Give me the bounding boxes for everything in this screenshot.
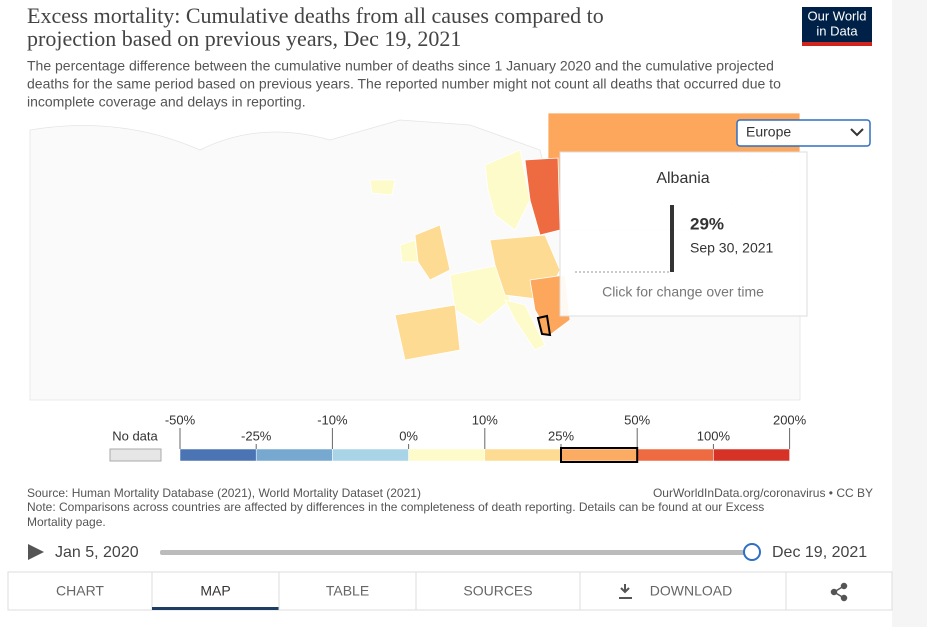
tab[interactable]: MAP [200,583,230,599]
subtitle: incomplete coverage and delays in report… [27,94,306,110]
legend-label: -25% [241,428,272,443]
no-data-swatch [109,448,162,462]
region-select-text[interactable]: Europe [746,124,791,140]
legend-label: 50% [624,412,650,427]
no-data-label: No data [112,428,158,443]
chevron [850,128,864,137]
tab-bar [7,571,893,611]
note: Note: Comparisons across countries are a… [27,500,764,514]
timeline-start: Jan 5, 2020 [55,544,139,561]
legend-bin [408,448,486,462]
subtitle: The percentage difference between the cu… [27,58,774,74]
legend-label: 10% [472,412,498,427]
download-icon [619,584,632,599]
tab[interactable]: TABLE [326,583,369,599]
legend-bin [255,448,333,462]
title: projection based on previous years, Dec … [27,26,461,51]
legend-bin [713,448,790,462]
license: OurWorldInData.org/coronavirus • CC BY [653,486,873,500]
italy [504,299,546,351]
timeline-end: Dec 19, 2021 [772,544,867,561]
legend-label: 200% [773,412,807,427]
note: Mortality page. [27,515,106,529]
title: Excess mortality: Cumulative deaths from… [27,3,604,28]
tabs: CHART MAP TABLE SOURCES DOWNLOAD [56,572,787,610]
france [449,264,511,326]
tab[interactable]: SOURCES [463,583,532,599]
header: Excess mortality: Cumulative deaths from… [27,3,781,110]
tab[interactable]: CHART [56,583,104,599]
tooltip [559,151,808,317]
logo-text: in Data [816,23,858,38]
tab-underline [152,607,279,610]
legend-label: -50% [165,412,196,427]
albania [536,314,552,337]
ireland [399,239,419,263]
legend-bin [332,448,409,462]
scandinavia [484,149,531,231]
slider-track[interactable] [160,550,752,555]
legend-bin [179,448,257,462]
country [524,157,561,236]
iberia [394,304,461,361]
map [29,112,801,401]
legend-bin [484,448,562,462]
legend-label: 100% [697,428,731,443]
source: Source: Human Mortality Database (2021),… [27,486,421,500]
tooltip-country: Albania [656,170,709,187]
share-lines [832,585,845,599]
legend-label: -10% [317,412,348,427]
side [892,0,927,627]
legend-label: 0% [399,428,418,443]
logo-bar [802,42,872,46]
legend-label: 25% [548,428,574,443]
slider-knob[interactable] [743,543,761,561]
subtitle: deaths for the same period based on prev… [27,76,781,92]
tooltip-date: Sep 30, 2021 [690,240,774,256]
legend-highlight [560,447,639,463]
tooltip-bar [670,205,674,272]
logo [802,7,872,45]
iceland [369,179,396,196]
share-icon[interactable] [830,582,848,602]
legend-bin [636,448,714,462]
tooltip-hint: Click for change over time [602,284,764,300]
region-select[interactable] [736,119,871,147]
legend-bin [560,448,638,462]
legend: No data -50% -25% -10% 0% 10% 25% 50% 100% 200% [109,412,807,463]
play-button[interactable] [28,544,44,560]
logo-text: Our World [808,8,867,23]
tab[interactable]: DOWNLOAD [650,583,732,599]
tooltip-value: 29% [690,214,724,233]
